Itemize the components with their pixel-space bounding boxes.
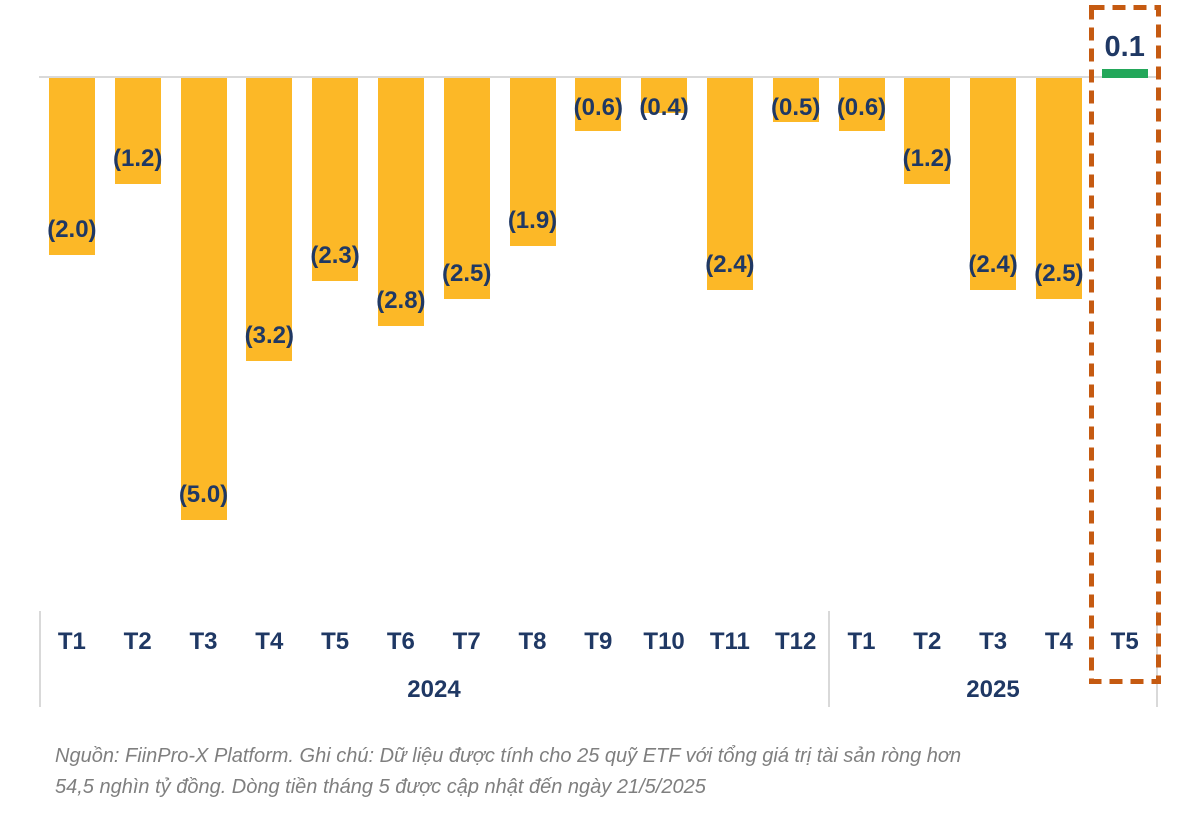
axis-tick-year-divider — [828, 611, 830, 707]
x-axis-label: T10 — [643, 628, 685, 655]
x-axis-label: T2 — [123, 628, 152, 655]
x-axis-label: T3 — [189, 628, 218, 655]
x-axis-label: T12 — [775, 628, 817, 655]
axis-tick-left — [39, 611, 41, 707]
x-axis-label: T6 — [386, 628, 415, 655]
bar-negative — [772, 78, 819, 122]
source-note-line-1: Nguồn: FiinPro-X Platform. Ghi chú: Dữ l… — [55, 745, 962, 767]
data-label: (2.4) — [705, 251, 755, 278]
x-axis-label: T2 — [913, 628, 942, 655]
bar-negative — [970, 78, 1017, 290]
x-axis-label: T3 — [979, 628, 1008, 655]
data-label: (2.8) — [376, 287, 426, 314]
data-label: (1.9) — [507, 207, 558, 234]
x-axis-label: T5 — [321, 628, 350, 655]
year-label-2024: 2024 — [407, 676, 461, 703]
bar-negative — [904, 78, 951, 184]
year-label-2025: 2025 — [966, 676, 1020, 703]
source-note: Nguồn: FiinPro-X Platform. Ghi chú: Dữ l… — [55, 741, 1115, 803]
bar-positive — [1101, 69, 1148, 78]
x-axis-baseline — [39, 76, 1158, 78]
x-axis-label: T7 — [452, 628, 481, 655]
highlight-rect — [1089, 5, 1161, 684]
x-axis-label: T1 — [847, 628, 876, 655]
data-label: (2.5) — [1034, 260, 1084, 287]
data-label: (0.5) — [771, 94, 821, 121]
bar-negative — [838, 78, 885, 131]
data-label: (1.2) — [113, 145, 163, 172]
bar-negative — [114, 78, 161, 184]
bar-negative — [180, 78, 227, 520]
bar-negative — [509, 78, 556, 246]
source-note-line-2: 54,5 nghìn tỷ đồng. Dòng tiền tháng 5 đư… — [55, 776, 706, 798]
x-axis-label: T4 — [255, 628, 284, 655]
data-label: (2.5) — [442, 260, 492, 287]
bar-negative — [48, 78, 95, 255]
x-axis-label: T4 — [1044, 628, 1073, 655]
data-label: (2.0) — [47, 216, 97, 243]
data-label: (1.2) — [902, 145, 952, 172]
bar-negative — [246, 78, 293, 361]
data-label: (3.2) — [244, 322, 294, 349]
bar-negative — [641, 78, 688, 113]
bar-negative — [575, 78, 622, 131]
data-label: (2.3) — [310, 242, 360, 269]
x-axis-label: T11 — [709, 628, 750, 655]
data-label: (0.6) — [573, 94, 623, 121]
bar-negative — [706, 78, 753, 290]
x-axis-label: T5 — [1110, 628, 1139, 655]
bar-negative — [443, 78, 490, 299]
data-label: (0.6) — [836, 94, 887, 121]
data-label: (0.4) — [639, 94, 689, 121]
x-axis-label: T1 — [57, 628, 86, 655]
data-label: (5.0) — [178, 481, 229, 508]
x-axis-label: T8 — [518, 628, 547, 655]
bar-negative — [377, 78, 424, 326]
x-axis-label: T9 — [584, 628, 613, 655]
bar-negative — [312, 78, 359, 281]
data-label: (2.4) — [968, 251, 1018, 278]
bar-negative — [1035, 78, 1082, 299]
data-label: 0.1 — [1104, 31, 1145, 63]
